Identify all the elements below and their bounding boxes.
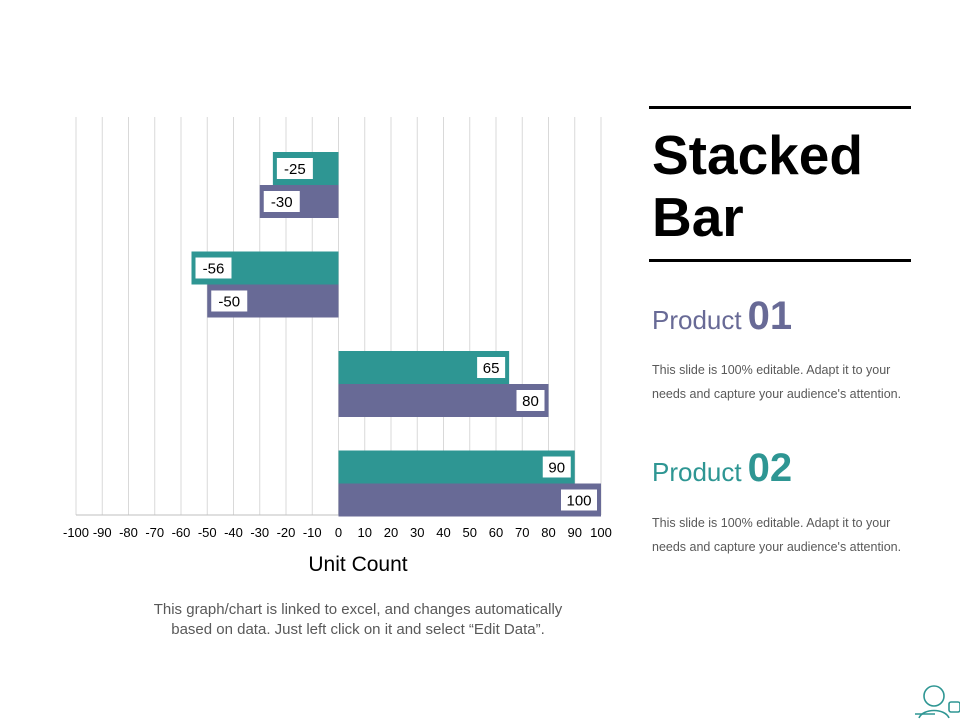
data-label: 100 [561,489,597,511]
product-01-description: This slide is 100% editable. Adapt it to… [652,358,942,406]
presenter-logo-icon [915,685,960,719]
data-label-box [516,390,545,411]
data-label-text: 90 [548,460,565,477]
bar-product-01[interactable] [338,483,602,517]
x-tick-label: 10 [358,525,372,540]
x-tick-label: -40 [224,525,243,540]
x-tick-label: 80 [541,525,555,540]
data-label: -30 [263,191,300,212]
title-line-2: Bar [652,186,744,248]
x-tick-label: 100 [590,525,612,540]
product-01-desc-line-1: This slide is 100% editable. Adapt it to… [652,363,891,377]
x-tick-label: 30 [410,525,424,540]
data-label-text: 80 [522,393,539,410]
data-label-text: 100 [566,493,591,510]
data-label: -25 [276,158,313,179]
data-label-box [561,489,597,511]
x-tick-label: 60 [489,525,503,540]
data-label-box [195,257,232,279]
title-bottom-rule [649,259,911,262]
data-label: 90 [542,456,571,478]
product-02-desc-line-1: This slide is 100% editable. Adapt it to… [652,516,891,530]
product-01-label: Product [652,305,742,335]
chart-bars[interactable] [191,152,602,517]
data-label-text: -56 [203,261,225,278]
footnote-line-1: This graph/chart is linked to excel, and… [153,601,563,618]
product-01-heading: Product 01 [652,296,792,340]
x-axis-title: Unit Count [308,553,407,576]
x-tick-label: -30 [250,525,269,540]
product-02-description: This slide is 100% editable. Adapt it to… [652,511,942,559]
x-tick-label: -50 [198,525,217,540]
x-tick-label: 90 [568,525,582,540]
data-label-box [542,456,571,478]
x-tick-label: 0 [335,525,342,540]
x-tick-label: -20 [277,525,296,540]
data-label: -50 [211,290,248,312]
title-line-1: Stacked [652,124,863,186]
data-label-box [211,290,248,312]
bar-product-01[interactable] [338,384,549,417]
data-label-box [263,191,300,212]
product-02-desc-line-2: needs and capture your audience's attent… [652,540,902,554]
x-tick-label: -70 [145,525,164,540]
chart-footnote: This graph/chart is linked to excel, and… [60,600,656,640]
product-01-desc-line-2: needs and capture your audience's attent… [652,387,902,401]
data-label-box [477,357,506,378]
title-top-rule [649,106,911,109]
data-label: 80 [516,390,545,411]
bar-product-02[interactable] [338,450,575,484]
x-tick-label: -60 [172,525,191,540]
product-02-number: 02 [747,446,793,490]
data-label: -56 [195,257,232,279]
data-label: 65 [477,357,506,378]
slide-title: Stacked Bar [652,124,863,248]
x-tick-label: 20 [384,525,398,540]
product-02-label: Product [652,457,742,487]
x-tick-label: -90 [93,525,112,540]
data-label-text: -30 [271,194,293,211]
product-02-heading: Product 02 [652,448,792,492]
x-tick-label: -80 [119,525,138,540]
x-tick-label: 70 [515,525,529,540]
x-tick-label: 40 [436,525,450,540]
data-label-text: -50 [218,294,240,311]
x-tick-label: 50 [463,525,477,540]
data-label-box [276,158,313,179]
data-label-text: -25 [284,161,306,178]
x-tick-label: -100 [63,525,89,540]
footnote-line-2: based on data. Just left click on it and… [171,621,545,638]
data-label-text: 65 [483,360,500,377]
x-axis-tick-labels: -100 -90 -80 -70 -60 -50 -40 -30 -20 -10 0 10 20 30 40… [63,525,612,540]
x-tick-label: -10 [303,525,322,540]
product-01-number: 01 [747,294,793,338]
